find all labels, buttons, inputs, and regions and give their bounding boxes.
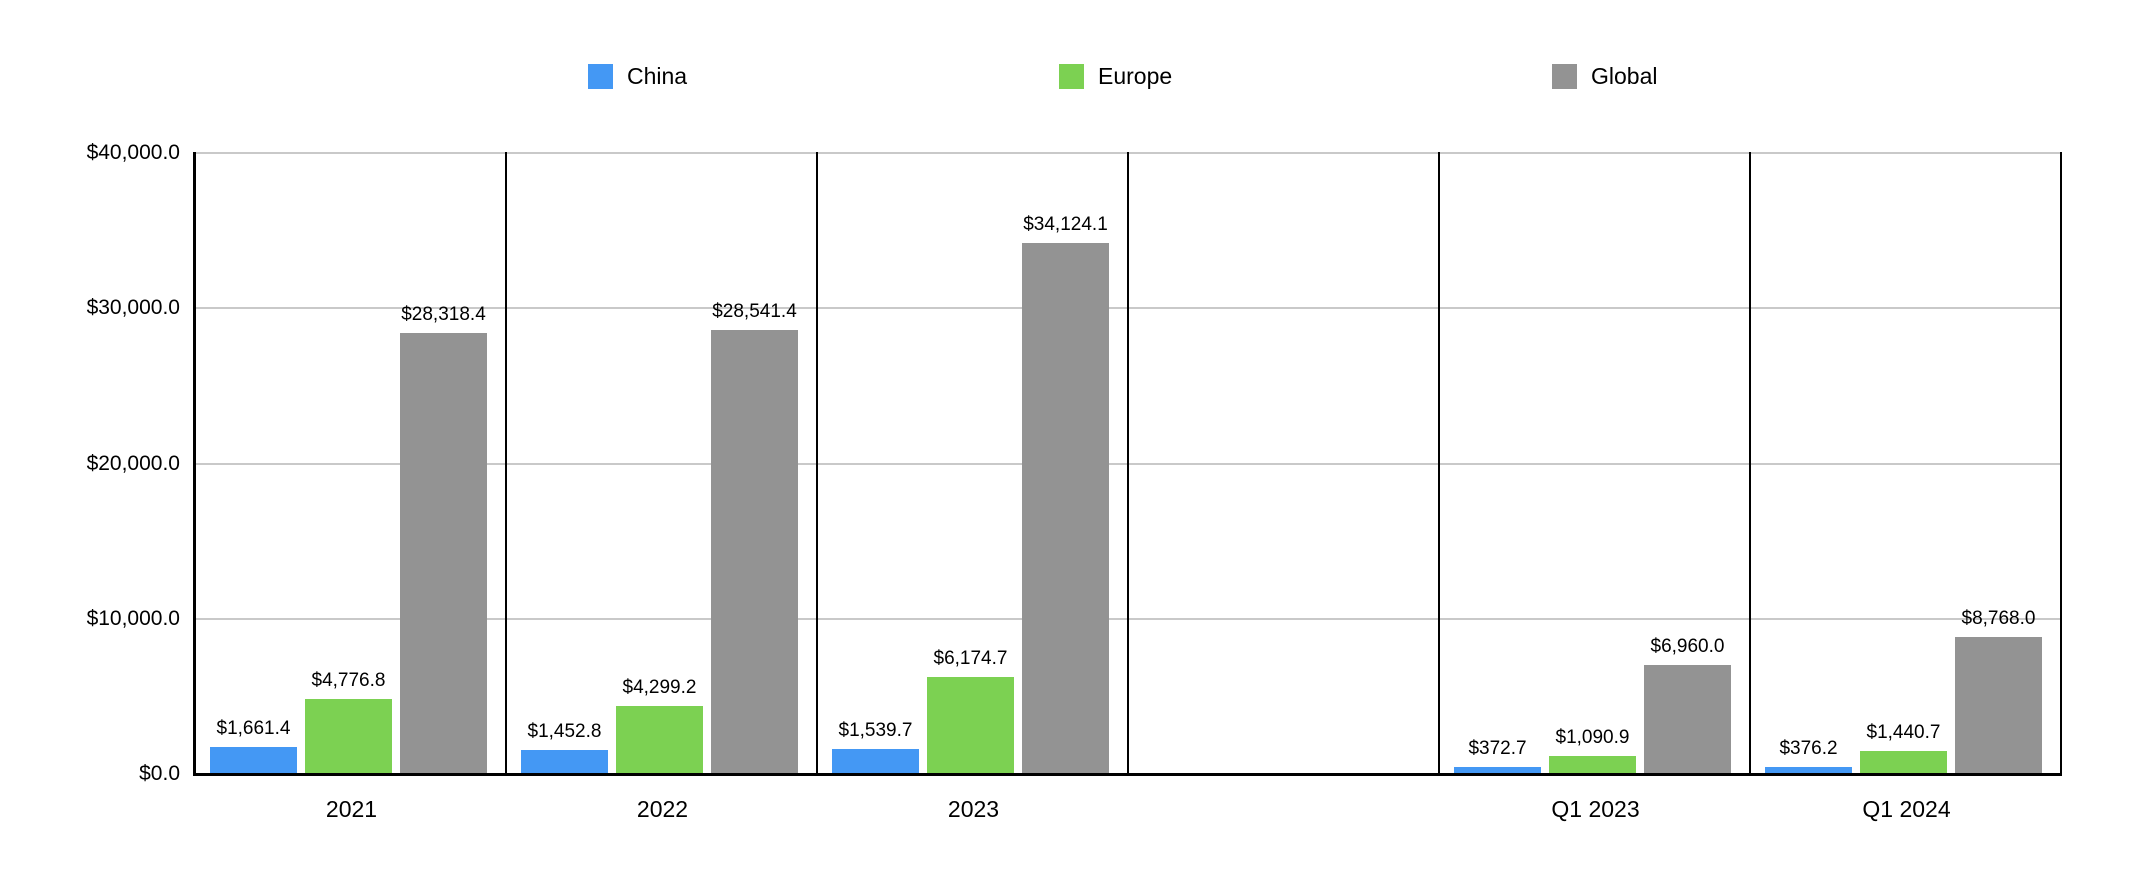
bar-value-label: $28,318.4 bbox=[401, 304, 486, 325]
category-label: 2022 bbox=[636, 796, 689, 822]
bar-value-label: $1,090.9 bbox=[1555, 727, 1630, 748]
panel-2022: $1,452.8 $4,299.2 $28,541.4 bbox=[507, 152, 818, 773]
legend-item-global: Global bbox=[1552, 64, 1657, 89]
global-bar bbox=[1955, 637, 2042, 773]
china-bar bbox=[521, 750, 608, 773]
y-tick-label: $30,000.0 bbox=[86, 296, 180, 319]
panel-q1-2024: $376.2 $1,440.7 $8,768.0 bbox=[1751, 152, 2062, 773]
panel-q1-2023: $372.7 $1,090.9 $6,960.0 bbox=[1440, 152, 1751, 773]
bar-value-label: $1,539.7 bbox=[838, 720, 913, 741]
europe-bar bbox=[305, 699, 392, 773]
y-tick-label: $40,000.0 bbox=[86, 141, 180, 164]
y-tick-label: $10,000.0 bbox=[86, 607, 180, 630]
y-tick-label: $0.0 bbox=[139, 762, 180, 785]
europe-bar bbox=[1549, 756, 1636, 773]
europe-bar bbox=[616, 706, 703, 773]
legend-item-europe: Europe bbox=[1059, 64, 1172, 89]
y-tick-label: $20,000.0 bbox=[86, 452, 180, 475]
europe-bar bbox=[927, 677, 1014, 773]
legend-label: China bbox=[627, 63, 688, 89]
category-label: 2023 bbox=[947, 796, 1000, 822]
bar-value-label: $376.2 bbox=[1779, 738, 1838, 759]
gridline bbox=[196, 463, 2062, 465]
bar-value-label: $1,452.8 bbox=[527, 721, 602, 742]
bar-value-label: $6,960.0 bbox=[1650, 636, 1725, 657]
global-bar bbox=[1644, 665, 1731, 773]
china-bar bbox=[832, 749, 919, 773]
china-series-swatch-icon bbox=[588, 64, 613, 89]
global-bar bbox=[1022, 243, 1109, 773]
category-label: Q1 2024 bbox=[1862, 796, 1951, 822]
legend-label: Global bbox=[1591, 63, 1658, 89]
bar-value-label: $28,541.4 bbox=[712, 301, 797, 322]
global-bar bbox=[400, 333, 487, 773]
bar-value-label: $1,661.4 bbox=[216, 718, 291, 739]
panel-2021: $1,661.4 $4,776.8 $28,318.4 bbox=[196, 152, 507, 773]
panel-2023: $1,539.7 $6,174.7 $34,124.1 bbox=[818, 152, 1129, 773]
gridline bbox=[196, 152, 2062, 154]
europe-bar bbox=[1860, 751, 1947, 773]
global-bar bbox=[711, 330, 798, 773]
bar-value-label: $1,440.7 bbox=[1866, 722, 1941, 743]
bar-value-label: $4,776.8 bbox=[311, 670, 386, 691]
category-label: 2021 bbox=[325, 796, 378, 822]
europe-series-swatch-icon bbox=[1059, 64, 1084, 89]
category-label: Q1 2023 bbox=[1551, 796, 1640, 822]
legend-label: Europe bbox=[1098, 63, 1173, 89]
gridline bbox=[196, 307, 2062, 309]
legend-item-china: China bbox=[588, 64, 687, 89]
plot-area: $1,661.4 $4,776.8 $28,318.4 $1,452.8 $4,299.… bbox=[193, 152, 2062, 776]
china-bar bbox=[1765, 767, 1852, 773]
bar-value-label: $4,299.2 bbox=[622, 677, 697, 698]
bar-value-label: $8,768.0 bbox=[1961, 608, 2036, 629]
panel-empty bbox=[1129, 152, 1440, 773]
gridline bbox=[196, 618, 2062, 620]
china-bar bbox=[1454, 767, 1541, 773]
bar-value-label: $372.7 bbox=[1468, 738, 1527, 759]
legend: China Europe Global bbox=[0, 0, 2144, 120]
bar-value-label: $6,174.7 bbox=[933, 648, 1008, 669]
china-bar bbox=[210, 747, 297, 773]
x-axis-labels: 2021 2022 2023 Q1 2023 Q1 2024 bbox=[196, 795, 2062, 835]
global-series-swatch-icon bbox=[1552, 64, 1577, 89]
bar-value-label: $34,124.1 bbox=[1023, 214, 1108, 235]
y-axis: $40,000.0 $30,000.0 $20,000.0 $10,000.0 $0.0 bbox=[0, 141, 180, 785]
